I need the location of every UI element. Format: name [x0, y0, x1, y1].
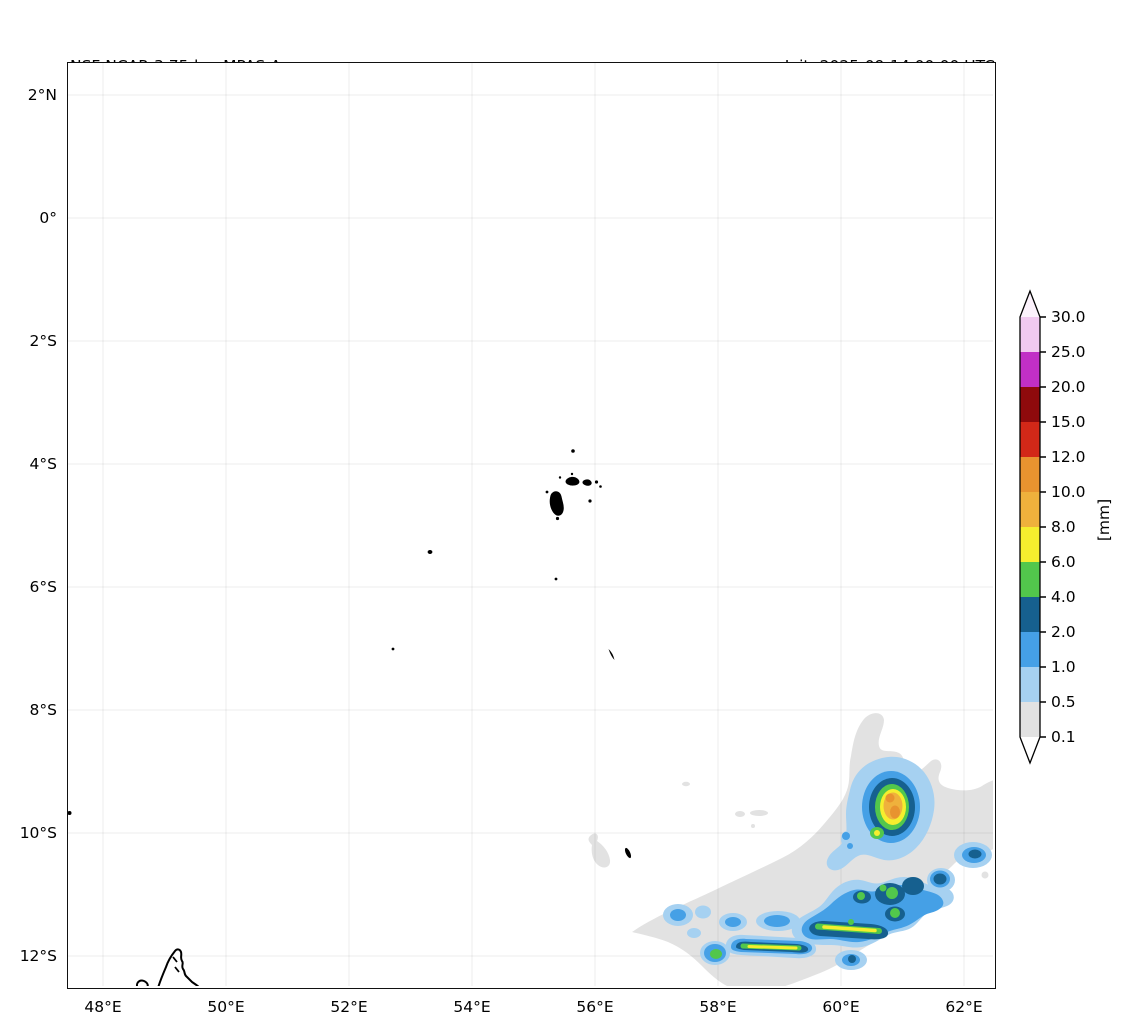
island-coastlines — [68, 449, 632, 859]
colorbar-segment — [1020, 667, 1040, 702]
landmass-coastline — [135, 948, 200, 986]
map-plot-area — [67, 62, 996, 989]
colorbar-segment — [1020, 632, 1040, 667]
x-tick-label: 52°E — [330, 998, 368, 1016]
colorbar-under-arrow — [1020, 737, 1040, 763]
x-tick-label: 48°E — [84, 998, 122, 1016]
map-svg — [68, 63, 993, 986]
colorbar-tick-label: 30.0 — [1051, 308, 1086, 326]
colorbar-segment — [1020, 702, 1040, 737]
y-tick-label: 0° — [39, 209, 57, 227]
colorbar-tick-label: 0.5 — [1051, 693, 1076, 711]
colorbar — [1019, 289, 1046, 765]
x-tick-label: 54°E — [453, 998, 491, 1016]
colorbar-segment — [1020, 527, 1040, 562]
colorbar-segment — [1020, 317, 1040, 352]
y-tick-label: 12°S — [19, 947, 57, 965]
colorbar-tick-label: 0.1 — [1051, 728, 1076, 746]
colorbar-tick-label: 8.0 — [1051, 518, 1076, 536]
colorbar-tick-label: 12.0 — [1051, 448, 1086, 466]
colorbar-tick-label: 1.0 — [1051, 658, 1076, 676]
x-tick-label: 62°E — [945, 998, 983, 1016]
colorbar-segment — [1020, 387, 1040, 422]
colorbar-segment — [1020, 562, 1040, 597]
x-tick-label: 50°E — [207, 998, 245, 1016]
y-tick-label: 6°S — [29, 578, 57, 596]
colorbar-tick-label: 25.0 — [1051, 343, 1086, 361]
colorbar-segment — [1020, 352, 1040, 387]
y-tick-label: 2°N — [27, 86, 57, 104]
colorbar-segment — [1020, 597, 1040, 632]
y-tick-label: 8°S — [29, 701, 57, 719]
x-tick-label: 60°E — [822, 998, 860, 1016]
colorbar-tick-label: 2.0 — [1051, 623, 1076, 641]
gridlines-layer — [68, 63, 993, 986]
colorbar-segment — [1020, 457, 1040, 492]
colorbar-tick-label: 20.0 — [1051, 378, 1086, 396]
precip-orange-layer — [883, 792, 903, 820]
y-tick-label: 4°S — [29, 455, 57, 473]
colorbar-tick-label: 15.0 — [1051, 413, 1086, 431]
colorbar-unit-label: [mm] — [1095, 498, 1113, 542]
colorbar-tick-label: 6.0 — [1051, 553, 1076, 571]
x-tick-label: 56°E — [576, 998, 614, 1016]
x-tick-label: 58°E — [699, 998, 737, 1016]
colorbar-tick-label: 10.0 — [1051, 483, 1086, 501]
colorbar-over-arrow — [1020, 291, 1040, 317]
y-tick-label: 2°S — [29, 332, 57, 350]
colorbar-segment — [1020, 422, 1040, 457]
y-tick-label: 10°S — [19, 824, 57, 842]
colorbar-segment — [1020, 492, 1040, 527]
colorbar-tick-label: 4.0 — [1051, 588, 1076, 606]
